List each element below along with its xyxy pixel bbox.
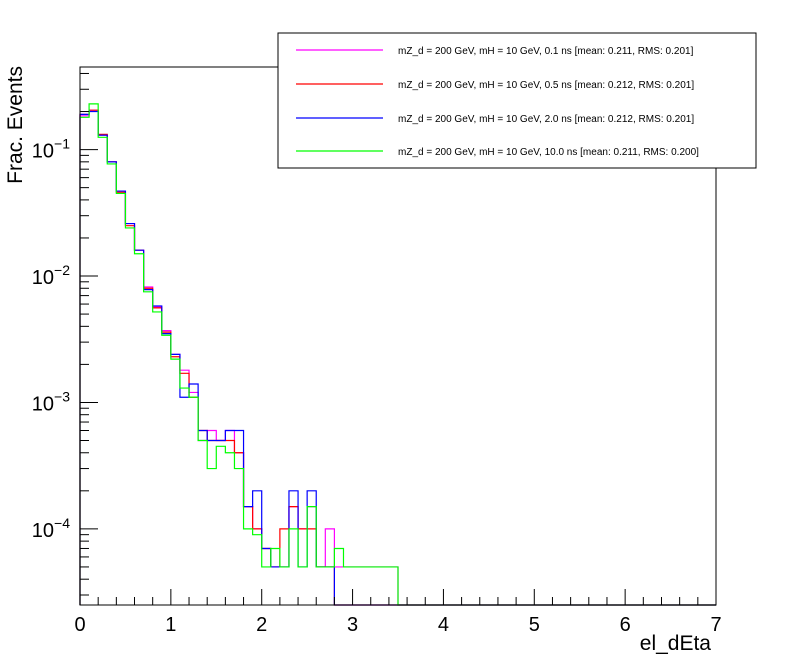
y-tick-label: 10−4 bbox=[32, 515, 70, 542]
x-tick-label: 1 bbox=[165, 614, 176, 636]
legend: mZ_d = 200 GeV, mH = 10 GeV, 0.1 ns [mea… bbox=[277, 32, 757, 169]
legend-label-2: mZ_d = 200 GeV, mH = 10 GeV, 2.0 ns [mea… bbox=[398, 114, 694, 125]
legend-entries: mZ_d = 200 GeV, mH = 10 GeV, 0.1 ns [mea… bbox=[296, 46, 699, 158]
y-tick-label: 10−1 bbox=[32, 136, 70, 163]
y-tick-label: 10−2 bbox=[32, 262, 70, 289]
axis-layer: 0 1 2 3 4 5 6 7 10−1 10−2 10−3 10−4 bbox=[32, 72, 722, 636]
x-tick-label: 4 bbox=[438, 614, 449, 636]
y-tick-label: 10−3 bbox=[32, 388, 70, 415]
y-axis-title: Frac. Events bbox=[4, 66, 27, 184]
x-tick-label: 3 bbox=[347, 614, 358, 636]
x-tick-label: 5 bbox=[529, 614, 540, 636]
legend-label-3: mZ_d = 200 GeV, mH = 10 GeV, 10.0 ns [me… bbox=[398, 147, 699, 158]
x-axis-title: el_dEta bbox=[640, 632, 712, 655]
legend-box bbox=[277, 32, 757, 169]
series-3-histogram bbox=[79, 103, 716, 606]
x-tick-label: 2 bbox=[256, 614, 267, 636]
x-tick-label: 7 bbox=[710, 614, 721, 636]
x-tick-label: 6 bbox=[620, 614, 631, 636]
legend-label-1: mZ_d = 200 GeV, mH = 10 GeV, 0.5 ns [mea… bbox=[398, 80, 694, 91]
x-tick-label: 0 bbox=[74, 614, 85, 636]
legend-label-0: mZ_d = 200 GeV, mH = 10 GeV, 0.1 ns [mea… bbox=[398, 46, 694, 57]
series-layer bbox=[79, 103, 716, 606]
